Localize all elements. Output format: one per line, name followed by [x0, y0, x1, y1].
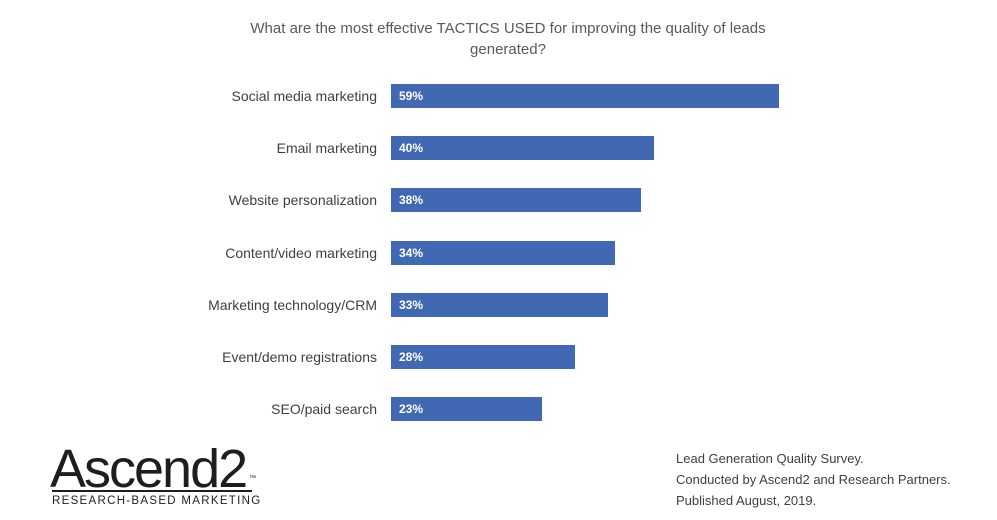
survey-footer: Lead Generation Quality Survey. Conducte…: [676, 448, 951, 511]
bar-value-label: 59%: [399, 89, 424, 103]
bar: 59%: [391, 84, 780, 108]
category-label: Content/video marketing: [225, 244, 377, 261]
bar: 23%: [391, 397, 543, 422]
footer-line-1: Lead Generation Quality Survey.: [676, 451, 864, 466]
bar: 33%: [391, 292, 609, 317]
footer-line-3: Published August, 2019.: [676, 493, 817, 508]
logo-trademark: ™: [249, 475, 256, 482]
bar-value-label: 38%: [399, 193, 424, 208]
footer-line-2: Conducted by Ascend2 and Research Partne…: [676, 472, 951, 487]
category-label: Marketing technology/CRM: [208, 296, 377, 313]
bar-value-label: 23%: [399, 402, 424, 417]
bar-value-label: 40%: [399, 141, 424, 156]
logo-underline: [52, 490, 252, 492]
chart-title-line-2: generated?: [470, 41, 546, 58]
logo-tagline: RESEARCH-BASED MARKETING: [52, 495, 262, 507]
chart-title-line-1: What are the most effective TACTICS USED…: [250, 20, 766, 37]
bar: 40%: [391, 136, 655, 161]
category-label: Website personalization: [228, 192, 377, 209]
bar-chart: Social media marketing 59% Email marketing…: [208, 84, 780, 422]
logo-wordmark: Ascend2: [50, 439, 248, 499]
bar: 38%: [391, 188, 642, 213]
ascend2-logo: Ascend2 ™ RESEARCH-BASED MARKETING: [50, 440, 270, 512]
bar-value-label: 34%: [399, 245, 424, 260]
bar: 34%: [391, 240, 615, 265]
category-label: Social media marketing: [231, 88, 377, 104]
chart-title: What are the most effective TACTICS USED…: [0, 18, 997, 60]
category-label: Event/demo registrations: [222, 349, 377, 365]
bar-value-label: 28%: [399, 350, 424, 364]
bar-value-label: 33%: [399, 297, 424, 312]
bar: 28%: [391, 345, 576, 369]
category-label: SEO/paid search: [271, 401, 377, 418]
category-label: Email marketing: [276, 140, 377, 157]
